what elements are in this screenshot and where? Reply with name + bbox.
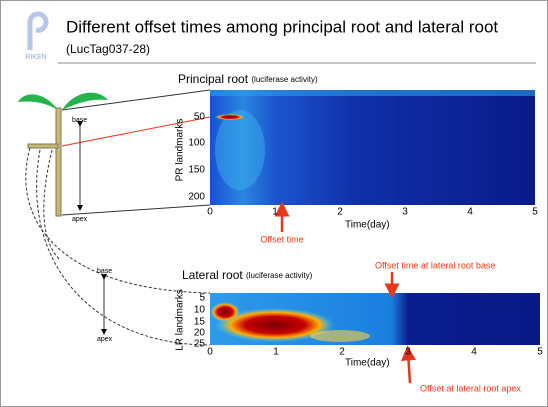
y-tick-label: 100 <box>188 138 205 149</box>
lr-heatmap <box>210 293 540 345</box>
annotation: Offset at lateral root apex <box>420 383 521 393</box>
arrow <box>401 345 416 384</box>
y-tick-label: 15 <box>194 317 206 328</box>
y-tick-label: 200 <box>188 192 205 203</box>
annotation: Offset time at lateral root base <box>375 260 495 270</box>
x-tick-label: 1 <box>273 347 279 358</box>
y-tick-label: 50 <box>194 112 206 123</box>
x-tick-label: 0 <box>207 207 213 218</box>
y-tick-label: 20 <box>194 328 206 339</box>
label: apex <box>97 336 113 343</box>
connectors <box>25 89 211 346</box>
annotation: Offset time <box>260 234 303 244</box>
x-tick-label: 5 <box>532 207 538 218</box>
pr-x-label: Time(day) <box>345 220 390 231</box>
x-tick-label: 4 <box>471 347 477 358</box>
label: base <box>97 268 112 275</box>
label: base <box>72 117 87 124</box>
title: Different offset times among principal r… <box>66 17 498 36</box>
x-tick-label: 1 <box>272 207 278 218</box>
x-tick-label: 3 <box>402 207 408 218</box>
y-tick-label: 25 <box>194 339 206 350</box>
label: apex <box>72 216 88 223</box>
pr-y-label: PR landmarks <box>175 119 186 182</box>
x-tick-label: 0 <box>207 347 213 358</box>
x-tick-label: 2 <box>339 347 345 358</box>
lr-title: Lateral root (luciferase activity) <box>182 268 313 282</box>
plant <box>18 92 108 217</box>
x-tick-label: 2 <box>337 207 343 218</box>
y-tick-label: 5 <box>199 293 205 304</box>
lr-x-label: Time(day) <box>345 358 390 369</box>
subtitle: (LucTag037-28) <box>66 42 150 56</box>
y-tick-label: 10 <box>194 305 206 316</box>
y-tick-label: 150 <box>188 165 205 176</box>
x-tick-label: 4 <box>467 207 473 218</box>
pr-title: Principal root (luciferase activity) <box>178 72 318 86</box>
pr-heatmap <box>210 90 535 205</box>
logo-text: RIKEN <box>25 54 46 61</box>
x-tick-label: 3 <box>405 347 411 358</box>
x-tick-label: 5 <box>537 347 543 358</box>
lr-y-label: LR landmarks <box>175 289 186 351</box>
logo: RIKEN <box>25 11 49 61</box>
